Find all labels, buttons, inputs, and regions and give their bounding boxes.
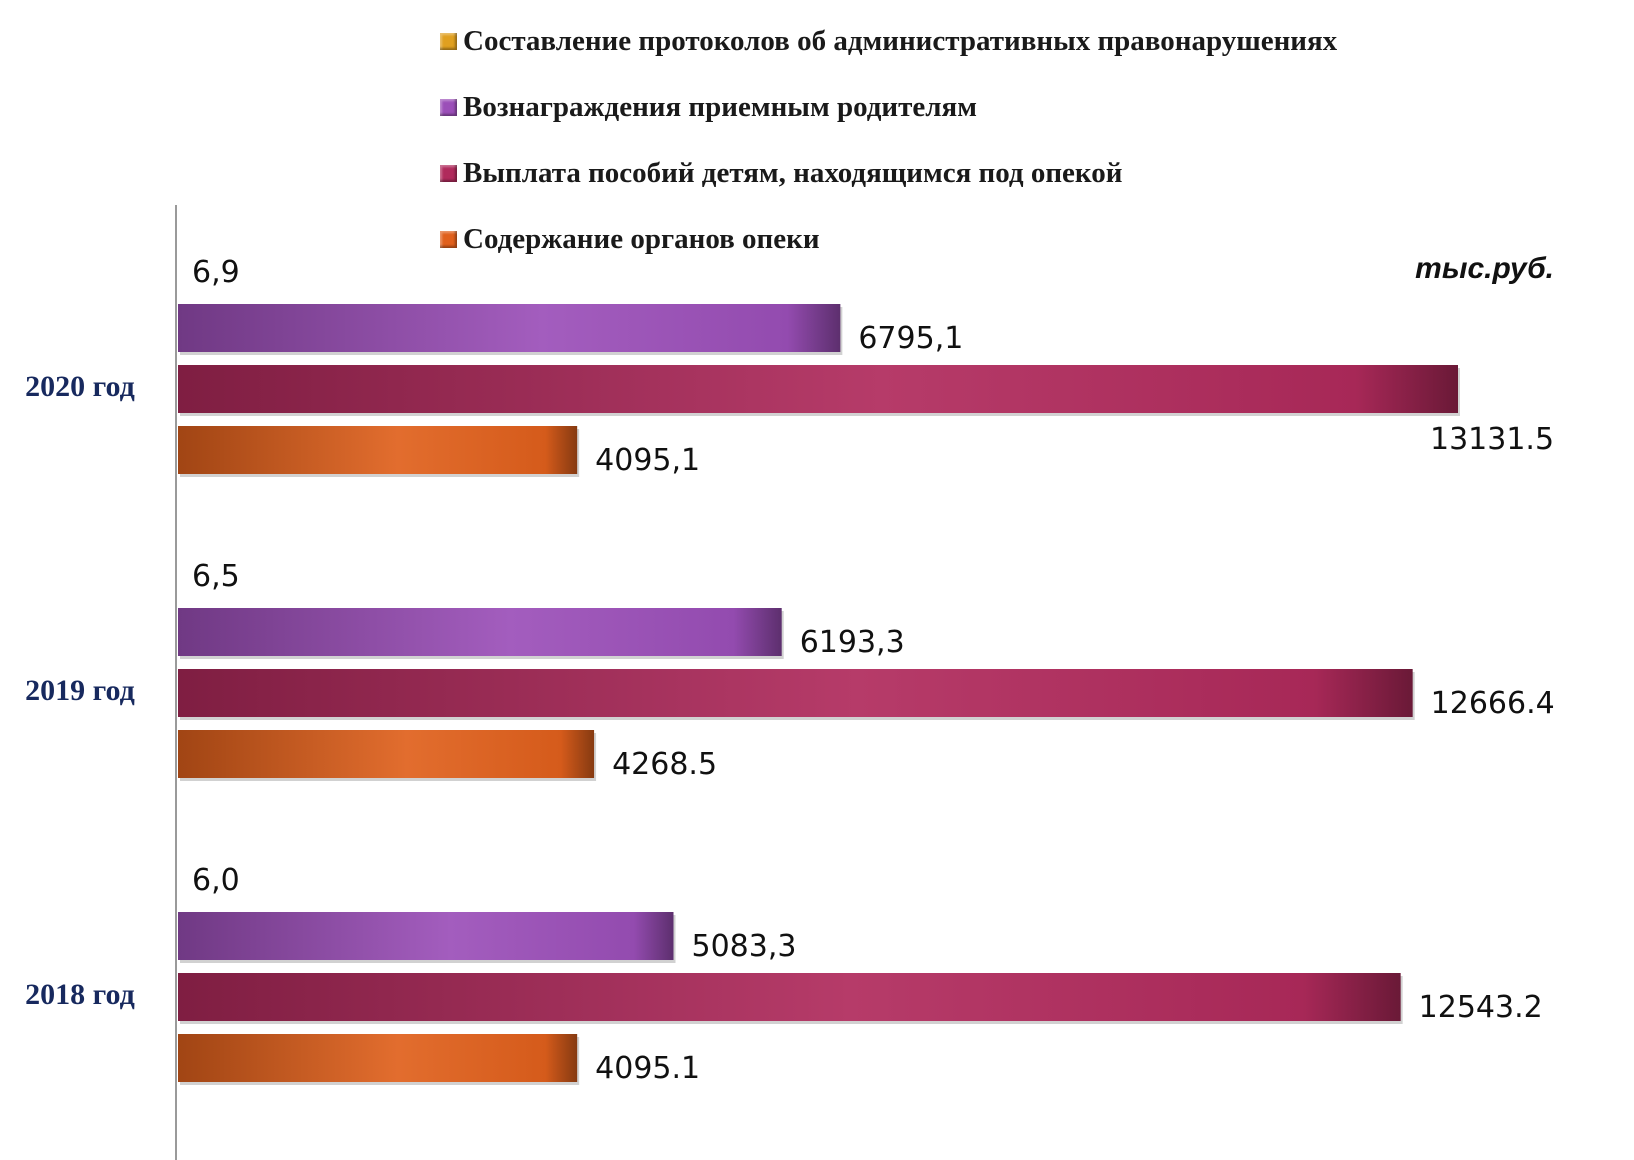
legend-swatch (440, 98, 457, 116)
data-label: 6,9 (192, 255, 240, 290)
unit-label: тыс.руб. (1415, 252, 1554, 285)
category-label: 2018 год (25, 978, 135, 1011)
bar (178, 426, 578, 474)
data-label: 12543.2 (1419, 990, 1543, 1025)
bar (178, 304, 841, 352)
bar (178, 669, 1413, 717)
legend-label: Содержание органов опеки (463, 222, 820, 255)
bar (178, 730, 595, 778)
legend-label: Вознаграждения приемным родителям (463, 90, 977, 123)
category-label: 2019 год (25, 674, 135, 707)
data-label: 5083,3 (691, 929, 796, 964)
data-label: 6,0 (192, 863, 240, 898)
data-label: 6193,3 (800, 625, 905, 660)
legend-item: Выплата пособий детям, находящимся под о… (440, 140, 1337, 206)
bar (178, 973, 1401, 1021)
legend-swatch (440, 230, 457, 248)
data-label: 4268.5 (612, 747, 717, 782)
data-label: 4095,1 (595, 443, 700, 478)
legend-swatch (440, 32, 457, 50)
bar (178, 365, 1458, 413)
bar (178, 912, 674, 960)
legend-swatch (440, 164, 457, 182)
legend-label: Составление протоколов об административн… (463, 24, 1338, 57)
legend-item: Составление протоколов об административн… (440, 8, 1337, 74)
bar (178, 1034, 578, 1082)
data-label: 13131.5 (1430, 422, 1554, 457)
legend: Составление протоколов об административн… (440, 8, 1337, 272)
legend-item: Вознаграждения приемным родителям (440, 74, 1337, 140)
legend-label: Выплата пособий детям, находящимся под о… (463, 156, 1123, 189)
category-label: 2020 год (25, 370, 135, 403)
data-label: 12666.4 (1431, 686, 1555, 721)
legend-item: Содержание органов опеки (440, 206, 1337, 272)
data-label: 4095.1 (595, 1051, 700, 1086)
bar (178, 608, 782, 656)
data-label: 6795,1 (858, 321, 963, 356)
data-label: 6,5 (192, 559, 240, 594)
